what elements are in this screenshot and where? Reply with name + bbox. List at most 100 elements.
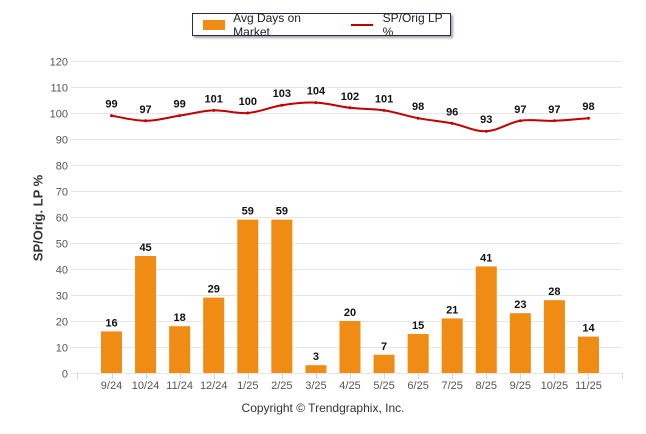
y-tick-label: 90: [56, 135, 68, 147]
line-point: [348, 106, 352, 110]
line-data-label: 98: [582, 101, 594, 113]
line-series: [110, 101, 590, 133]
line-swatch-icon: [350, 23, 373, 26]
line-point: [382, 108, 386, 112]
x-tick-label: 12/24: [200, 380, 228, 392]
line-data-label: 97: [514, 104, 526, 116]
bar: [305, 365, 327, 373]
line-data-label: 101: [375, 93, 393, 105]
y-tick-label: 70: [56, 187, 68, 199]
bar-data-label: 7: [381, 341, 387, 353]
y-tick-label: 50: [56, 239, 68, 251]
y-tick-label: 120: [50, 57, 68, 69]
bar: [577, 336, 599, 373]
x-tick-label: 11/25: [575, 380, 602, 392]
legend-label-avg-days: Avg Days on Market: [233, 10, 301, 39]
line-point: [586, 116, 590, 120]
line-data-labels: 99 97 99 101 100 103 104 102 101 98 96 93 97 97 98: [105, 86, 594, 127]
bar-data-label: 18: [174, 312, 186, 324]
legend-item-sp-orig-lp[interactable]: SP/Orig LP %: [333, 11, 450, 39]
bar: [509, 313, 531, 373]
x-tick-label: 4/25: [339, 380, 360, 392]
line-data-label: 104: [307, 86, 326, 98]
bar-data-label: 15: [412, 320, 424, 332]
bar: [339, 321, 361, 373]
bar-data-label: 16: [105, 317, 117, 329]
y-tick-label: 10: [56, 343, 68, 355]
line-data-label: 99: [174, 99, 186, 111]
x-tick-label: 6/25: [407, 380, 428, 392]
gridlines: [71, 61, 622, 374]
line-point: [552, 119, 556, 123]
line-data-label: 101: [205, 93, 223, 105]
line-point: [484, 129, 488, 133]
legend: Avg Days on Market SP/Orig LP %: [192, 11, 451, 39]
x-tick-label: 11/24: [166, 380, 193, 392]
bar: [543, 300, 565, 373]
line-point: [314, 101, 318, 105]
bar-data-label: 45: [139, 242, 151, 254]
bar-data-labels: 16 45 18 29 59 59 3 20 7 15 21 41 23 28 14: [105, 206, 595, 364]
bar: [373, 354, 395, 373]
line-point: [246, 111, 250, 115]
y-axis-title: SP/Orig. LP %: [30, 174, 46, 262]
bar: [237, 219, 259, 373]
legend-label-sp-orig-lp: SP/Orig LP %: [382, 10, 443, 39]
x-tick-label: 3/25: [305, 380, 326, 392]
line-point: [450, 121, 454, 125]
line-data-label: 96: [446, 106, 458, 118]
bar-series: [101, 219, 599, 373]
line-data-label: 99: [105, 99, 117, 111]
line-point: [416, 116, 420, 120]
y-tick-label: 30: [56, 291, 68, 303]
line-data-label: 100: [239, 96, 257, 108]
y-tick-label: 110: [50, 83, 68, 95]
line-data-label: 98: [412, 101, 424, 113]
line-data-label: 102: [341, 91, 359, 103]
bar: [441, 318, 463, 373]
bar-data-label: 3: [313, 351, 319, 363]
x-tick-label: 5/25: [373, 380, 394, 392]
y-tick-label: 40: [56, 265, 68, 277]
bar-data-label: 23: [514, 299, 526, 311]
x-tick-label: 1/25: [237, 380, 258, 392]
bar-data-label: 20: [344, 307, 356, 319]
line-data-label: 97: [139, 104, 151, 116]
bar: [101, 331, 122, 373]
line-data-label: 93: [480, 114, 492, 126]
x-axis: 9/24 10/24 11/24 12/24 1/25 2/25 3/25 4/25 5/25 6…: [77, 373, 623, 392]
x-tick-label: 10/25: [541, 380, 569, 392]
x-tick-label: 7/25: [441, 380, 462, 392]
bar: [407, 334, 429, 373]
y-tick-label: 100: [50, 109, 68, 121]
bar: [475, 266, 497, 373]
bar-data-label: 29: [208, 284, 220, 296]
bar: [135, 256, 157, 373]
y-tick-label: 20: [56, 317, 68, 329]
bar-data-label: 59: [276, 206, 288, 218]
copyright-text: Copyright © Trendgraphix, Inc.: [241, 401, 405, 415]
y-tick-label: 80: [56, 161, 68, 173]
line-point: [212, 108, 216, 112]
y-tick-label: 0: [62, 369, 68, 381]
bar-data-label: 41: [480, 252, 492, 264]
bar-data-label: 21: [446, 304, 458, 316]
legend-item-avg-days[interactable]: Avg Days on Market: [193, 11, 333, 39]
line-data-label: 103: [273, 88, 291, 100]
line-point: [280, 103, 284, 107]
line-data-label: 97: [548, 104, 560, 116]
x-tick-label: 9/24: [101, 380, 122, 392]
line-point: [518, 119, 522, 123]
bar-data-label: 14: [582, 323, 595, 335]
x-tick-label: 8/25: [476, 380, 497, 392]
bar: [203, 297, 225, 373]
bar-data-label: 28: [548, 286, 560, 298]
bar-swatch-icon: [203, 19, 226, 30]
x-tick-label: 2/25: [271, 380, 292, 392]
y-tick-label: 60: [56, 213, 68, 225]
x-tick-label: 10/24: [132, 380, 160, 392]
line-point: [144, 119, 148, 123]
line-point: [110, 114, 113, 118]
bar-data-label: 59: [242, 206, 254, 218]
